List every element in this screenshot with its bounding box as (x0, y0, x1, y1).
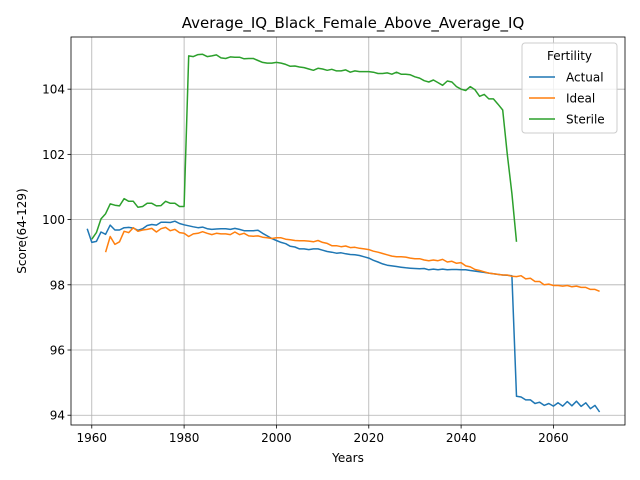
legend-label-actual: Actual (566, 71, 604, 85)
chart-title: Average_IQ_Black_Female_Above_Average_IQ (182, 14, 525, 33)
legend-label-sterile: Sterile (566, 113, 605, 127)
plot-area-frame (70, 36, 626, 426)
x-tick-label: 2040 (446, 431, 477, 445)
series-line-sterile (91, 53, 518, 242)
grid (71, 37, 625, 425)
series-line-actual (86, 220, 601, 413)
series-layer (86, 53, 601, 413)
y-tick-label: 104 (42, 83, 65, 97)
x-tick-label: 2060 (538, 431, 569, 445)
y-tick-label: 102 (42, 148, 65, 162)
x-tick-label: 2000 (261, 431, 292, 445)
y-axis-label: Score(64-129) (15, 188, 29, 273)
series-line-ideal (104, 226, 600, 292)
x-tick-label: 1960 (77, 431, 108, 445)
legend-label-ideal: Ideal (566, 92, 595, 106)
y-tick-label: 96 (50, 344, 65, 358)
y-tick-label: 94 (50, 409, 65, 423)
x-tick-label: 1980 (169, 431, 200, 445)
legend-title: Fertility (547, 49, 592, 63)
legend: Fertility Actual Ideal Sterile (521, 42, 618, 134)
x-axis-label: Years (331, 451, 364, 465)
legend-box (521, 42, 618, 134)
y-tick-label: 100 (42, 213, 65, 227)
y-tick-label: 98 (50, 278, 65, 292)
y-axis-ticks: 94 96 98 100 102 104 (42, 83, 71, 423)
x-axis-ticks: 1960 1980 2000 2020 2040 2060 (77, 425, 569, 445)
x-tick-label: 2020 (354, 431, 385, 445)
